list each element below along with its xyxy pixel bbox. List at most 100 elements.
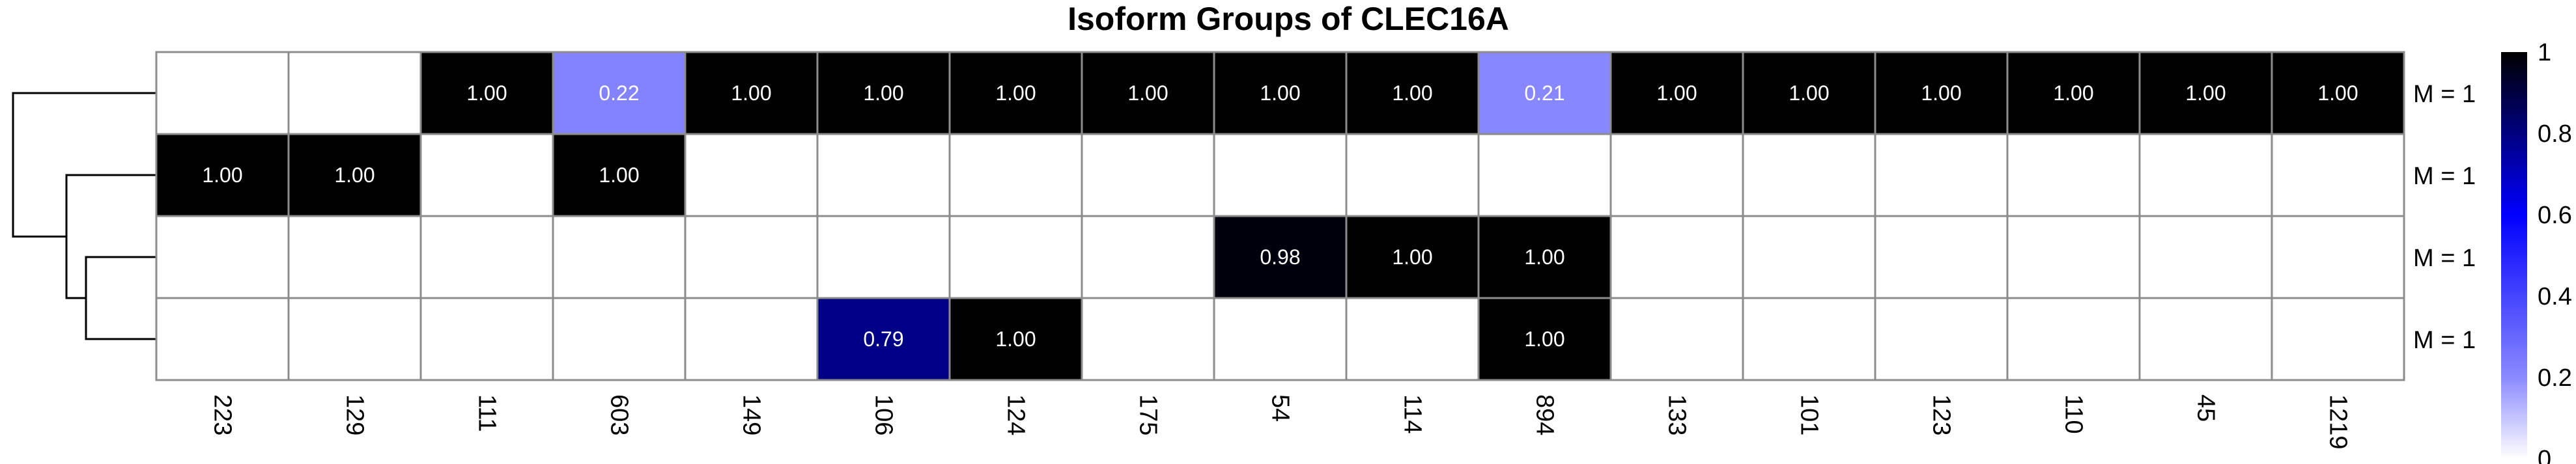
- heatmap-cell: [1477, 215, 1612, 299]
- heatmap-cell: [1477, 297, 1612, 381]
- column-label: 101: [1796, 394, 1823, 435]
- cell-value-label: 1.00: [1392, 81, 1432, 105]
- cell-value-label: 1.00: [1524, 245, 1564, 269]
- cell-value-label: 1.00: [995, 327, 1036, 351]
- heatmap-cell: [2006, 133, 2141, 217]
- heatmap-cell: [2138, 297, 2273, 381]
- column-label: 123: [1928, 394, 1955, 435]
- heatmap-cell: [1345, 51, 1480, 135]
- heatmap-cell: [1742, 133, 1876, 217]
- heatmap-cell: [419, 297, 554, 381]
- row-labels: M = 1 M = 1 M = 1 M = 1: [2413, 81, 2476, 354]
- heatmap-cell: [2271, 215, 2405, 299]
- heatmap-cell: [2271, 297, 2405, 381]
- heatmap-cell: [948, 215, 1083, 299]
- dendrogram-branch: [12, 92, 156, 238]
- heatmap-cells: [155, 51, 2405, 381]
- heatmap-cell: [155, 51, 290, 135]
- legend-tick-label: 0.4: [2538, 283, 2572, 310]
- heatmap-cell: [287, 51, 422, 135]
- heatmap-cell: [419, 133, 554, 217]
- cell-value-label: 1.00: [731, 81, 771, 105]
- heatmap-cell: [684, 133, 819, 217]
- column-label: 175: [1135, 394, 1162, 435]
- color-legend-bar: [2501, 52, 2527, 459]
- heatmap-cell: [1874, 51, 2009, 135]
- cell-value-label: 1.00: [1127, 81, 1168, 105]
- cell-value-label: 1.00: [466, 81, 507, 105]
- row-dendrogram: [12, 92, 156, 340]
- row-label: M = 1: [2413, 327, 2476, 354]
- cell-value-label: 0.22: [599, 81, 639, 105]
- column-label: 106: [870, 394, 898, 435]
- heatmap-cell: [155, 297, 290, 381]
- heatmap-cell: [552, 133, 686, 217]
- heatmap-cell: [1609, 215, 1744, 299]
- cell-value-label: 1.00: [1392, 245, 1432, 269]
- heatmap-cell: [1213, 297, 1348, 381]
- heatmap-cell: [816, 215, 951, 299]
- cell-value-label: 1.00: [2317, 81, 2358, 105]
- heatmap-cell: [287, 297, 422, 381]
- cell-value-label: 1.00: [1524, 327, 1564, 351]
- heatmap-cell: [1874, 297, 2009, 381]
- cell-value-label: 1.00: [599, 163, 639, 187]
- heatmap-cell: [2138, 133, 2273, 217]
- heatmap-cell-labels: 1.00 0.22 1.00 1.00 1.00 1.00 1.00 1.00 0.21 1.00…: [202, 81, 2358, 351]
- cell-value-label: 1.00: [334, 163, 375, 187]
- row-label: M = 1: [2413, 163, 2476, 190]
- column-labels: 223 129 111 603 149 106 124 175 54 114 894 133 101 12…: [209, 394, 2352, 450]
- heatmap-cell: [1213, 133, 1348, 217]
- heatmap-cell: [419, 215, 554, 299]
- heatmap-cell: [948, 133, 1083, 217]
- heatmap-cell: [684, 297, 819, 381]
- cell-value-label: 1.00: [1789, 81, 1829, 105]
- heatmap-cell: [287, 215, 422, 299]
- column-label: 133: [1663, 394, 1691, 435]
- heatmap-cell: [1081, 297, 1215, 381]
- dendrogram-branch: [65, 174, 156, 299]
- column-label: 894: [1531, 394, 1559, 435]
- dendrogram-branch: [85, 256, 156, 340]
- legend-tick-label: 0.8: [2538, 120, 2572, 148]
- cell-value-label: 1.00: [1656, 81, 1697, 105]
- cell-value-label: 0.21: [1524, 81, 1564, 105]
- column-label: 1219: [2325, 394, 2352, 450]
- cell-value-label: 1.00: [863, 81, 903, 105]
- cell-value-label: 1.00: [995, 81, 1036, 105]
- color-legend: 0 0.2 0.4 0.6 0.8 1: [2501, 39, 2572, 464]
- heatmap-cell: [1345, 133, 1480, 217]
- cell-value-label: 1.00: [1260, 81, 1300, 105]
- column-label: 129: [341, 394, 369, 435]
- heatmap-cell: [1874, 133, 2009, 217]
- heatmap-cell: [552, 297, 686, 381]
- cell-value-label: 0.79: [863, 327, 903, 351]
- row-label: M = 1: [2413, 245, 2476, 272]
- row-label: M = 1: [2413, 81, 2476, 108]
- heatmap-cell: [816, 51, 951, 135]
- column-label: 223: [209, 394, 236, 435]
- column-label: 45: [2192, 394, 2220, 422]
- color-legend-ticks: 0 0.2 0.4 0.6 0.8 1: [2538, 39, 2572, 464]
- heatmap-cell: [2138, 215, 2273, 299]
- column-label: 54: [1267, 394, 1294, 422]
- heatmap-cell: [1742, 297, 1876, 381]
- heatmap-cell: [2271, 51, 2405, 135]
- heatmap-cell: [1609, 297, 1744, 381]
- heatmap-cell: [419, 51, 554, 135]
- heatmap-cell: [1345, 297, 1480, 381]
- heatmap-cell: [1609, 51, 1744, 135]
- column-label: 124: [1002, 394, 1030, 435]
- heatmap-cell: [1874, 215, 2009, 299]
- heatmap-cell: [1213, 215, 1348, 299]
- column-label: 114: [1399, 394, 1426, 434]
- heatmap-cell: [1477, 133, 1612, 217]
- heatmap-cell: [155, 215, 290, 299]
- heatmap-cell: [2138, 51, 2273, 135]
- heatmap-cell: [816, 297, 951, 381]
- legend-tick-label: 0.6: [2538, 202, 2572, 229]
- cell-value-label: 1.00: [202, 163, 242, 187]
- column-label: 110: [2060, 394, 2088, 434]
- heatmap-cell: [2271, 133, 2405, 217]
